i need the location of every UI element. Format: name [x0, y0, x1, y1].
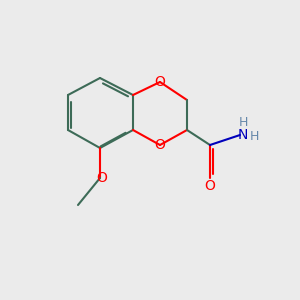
- Text: O: O: [97, 171, 107, 185]
- Text: O: O: [154, 75, 165, 89]
- Text: H: H: [238, 116, 248, 130]
- Text: H: H: [249, 130, 259, 143]
- Text: O: O: [154, 138, 165, 152]
- Text: N: N: [238, 128, 248, 142]
- Text: O: O: [205, 179, 215, 193]
